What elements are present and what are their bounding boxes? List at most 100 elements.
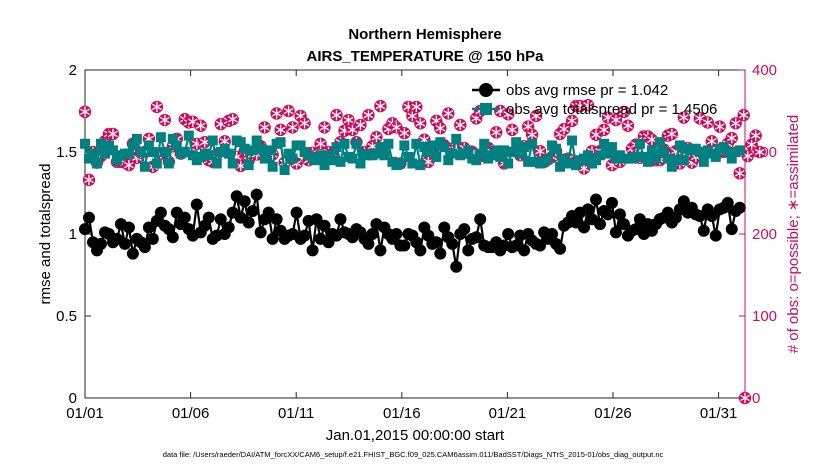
rmse-marker <box>310 213 323 226</box>
x-tick-label: 01/01 <box>66 405 104 422</box>
totalspread-marker <box>167 133 178 144</box>
legend-spread-label: obs avg totalspread pr = 1.4506 <box>506 101 717 118</box>
rmse-marker <box>546 228 559 240</box>
totalspread-marker <box>431 151 442 162</box>
obs-assimilated-marker <box>706 138 717 145</box>
totalspread-marker <box>423 147 434 157</box>
totalspread-marker <box>159 147 170 157</box>
obs-assimilated-marker <box>611 116 621 124</box>
totalspread-marker <box>698 156 709 167</box>
rmse-marker <box>306 244 319 257</box>
rmse-marker <box>318 219 331 232</box>
rmse-marker <box>693 209 706 222</box>
totalspread-marker <box>602 148 613 159</box>
y-axis-right-label: # of obs: o=possible; ∗=assimilated <box>785 115 802 354</box>
obs-assimilated-marker <box>702 119 713 126</box>
totalspread-marker <box>670 155 681 166</box>
rmse-marker <box>154 206 167 219</box>
totalspread-marker <box>287 153 298 164</box>
rmse-marker <box>582 203 595 216</box>
y-right-tick-label: 200 <box>752 226 777 243</box>
obs-assimilated-marker <box>567 117 577 125</box>
obs-assimilated-marker <box>623 122 633 129</box>
totalspread-marker <box>235 137 246 148</box>
totalspread-marker <box>259 153 270 164</box>
totalspread-marker <box>662 153 673 164</box>
totalspread-marker <box>594 150 605 161</box>
obs-assimilated-marker <box>583 102 593 109</box>
rmse-marker <box>142 221 155 234</box>
totalspread-marker <box>295 140 306 151</box>
rmse-marker <box>122 221 135 234</box>
totalspread-marker <box>427 140 438 151</box>
totalspread-marker <box>674 140 685 151</box>
totalspread-marker <box>339 138 350 149</box>
obs-assimilated-marker <box>219 138 230 145</box>
rmse-marker <box>502 228 515 240</box>
obs-assimilated-marker <box>503 111 514 118</box>
totalspread-marker <box>646 145 657 156</box>
rmse-marker <box>146 232 159 245</box>
obs-assimilated-marker <box>195 122 206 129</box>
rmse-marker <box>250 188 263 201</box>
rmse-marker <box>118 237 131 250</box>
rmse-marker <box>593 218 606 231</box>
rmse-marker <box>126 247 139 260</box>
totalspread-marker <box>183 130 194 141</box>
rmse-marker <box>450 260 463 273</box>
obs-assimilated-marker <box>371 134 382 141</box>
totalspread-marker <box>726 153 737 164</box>
legend-rmse-marker <box>479 83 493 97</box>
obs-assimilated-marker <box>415 120 426 127</box>
rmse-marker <box>398 239 411 252</box>
series-totalspread <box>80 130 745 176</box>
obs-assimilated-marker <box>227 116 238 123</box>
totalspread-marker <box>499 145 510 156</box>
totalspread-marker <box>91 158 102 169</box>
totalspread-marker <box>127 140 138 151</box>
totalspread-marker <box>239 143 250 154</box>
obs-assimilated-marker <box>331 111 342 119</box>
totalspread-marker <box>355 158 366 169</box>
totalspread-marker <box>331 142 342 153</box>
rmse-marker <box>266 232 279 245</box>
totalspread-marker <box>403 151 414 162</box>
rmse-marker <box>79 223 91 236</box>
obs-assimilated-marker <box>740 394 750 402</box>
y-axis-left: 0 0.5 1 1.5 2 <box>56 62 91 407</box>
obs-assimilated-marker <box>160 116 170 124</box>
y-left-tick-label: 0 <box>69 390 77 407</box>
totalspread-marker <box>694 147 705 157</box>
totalspread-marker <box>327 155 338 166</box>
totalspread-marker <box>80 138 90 149</box>
totalspread-marker <box>379 150 390 161</box>
y-right-tick-label: 100 <box>752 308 777 325</box>
obs-assimilated-marker <box>679 114 689 121</box>
rmse-marker <box>578 221 591 234</box>
totalspread-marker <box>179 147 190 157</box>
totalspread-marker <box>107 145 118 156</box>
rmse-marker <box>601 208 614 221</box>
totalspread-marker <box>315 150 326 161</box>
rmse-marker <box>178 211 191 224</box>
rmse-marker <box>613 208 626 221</box>
totalspread-marker <box>151 158 162 169</box>
totalspread-marker <box>247 145 258 156</box>
rmse-marker <box>590 193 603 206</box>
totalspread-marker <box>543 153 554 164</box>
y-axis-left-label: rmse and totalspread <box>37 164 54 305</box>
obs-assimilated-marker <box>343 116 354 124</box>
totalspread-marker <box>255 143 266 154</box>
obs-assimilated-marker <box>471 115 482 122</box>
x-tick-label: 01/16 <box>383 405 421 422</box>
rmse-marker <box>214 213 227 226</box>
rmse-marker <box>414 244 427 257</box>
totalspread-marker <box>563 158 574 169</box>
obs-assimilated-marker <box>399 129 410 137</box>
totalspread-marker <box>267 161 278 172</box>
totalspread-marker <box>650 153 661 164</box>
totalspread-marker <box>583 150 594 161</box>
totalspread-marker <box>511 137 522 148</box>
totalspread-marker <box>263 145 274 156</box>
